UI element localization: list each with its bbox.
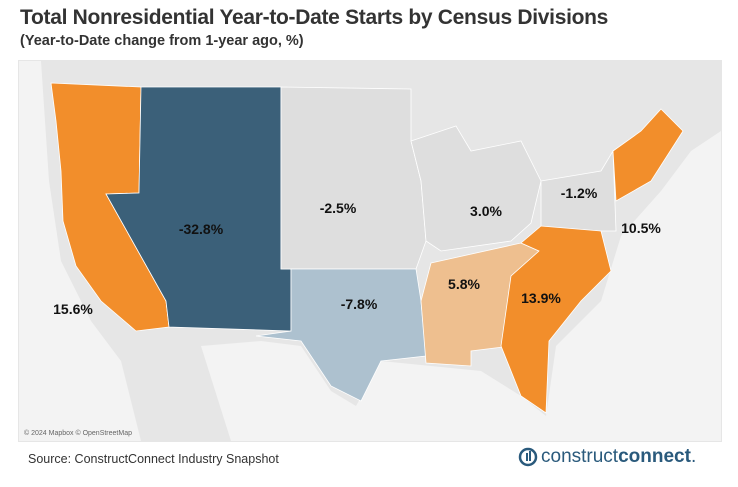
logo-icon [518,447,538,467]
division-new-england[interactable] [612,108,684,202]
logo-text-bold: connect [618,446,691,467]
division-east-north-central[interactable] [410,125,542,252]
division-west-south-central[interactable] [255,268,427,402]
map[interactable]: 15.6% -32.8% -2.5% -7.8% 3.0% 5.8% 13.9% -1.2% 1… [18,60,722,442]
value-label-east-south-central: 5.8% [448,276,480,292]
division-middle-atlantic[interactable] [540,149,617,232]
value-label-west-north-central: -2.5% [320,200,357,216]
constructconnect-logo: constructconnect. [518,446,696,468]
page-subtitle: (Year-to-Date change from 1-year ago, %) [20,33,304,49]
value-label-south-atlantic: 13.9% [521,290,561,306]
division-west-north-central[interactable] [280,86,427,270]
logo-text-light: construct [541,446,619,467]
value-label-mountain: -32.8% [179,221,224,237]
source-text: Source: ConstructConnect Industry Snapsh… [28,452,279,466]
value-label-pacific: 15.6% [53,301,93,317]
page-title: Total Nonresidential Year-to-Date Starts… [20,6,609,29]
map-attribution: © 2024 Mapbox © OpenStreetMap [24,430,132,437]
value-label-new-england: 10.5% [621,220,661,236]
value-label-middle-atlantic: -1.2% [561,185,598,201]
map-svg: 15.6% -32.8% -2.5% -7.8% 3.0% 5.8% 13.9% -1.2% 1… [19,61,721,441]
logo-dot: . [690,446,697,467]
value-label-west-south-central: -7.8% [341,296,378,312]
value-label-east-north-central: 3.0% [470,203,502,219]
